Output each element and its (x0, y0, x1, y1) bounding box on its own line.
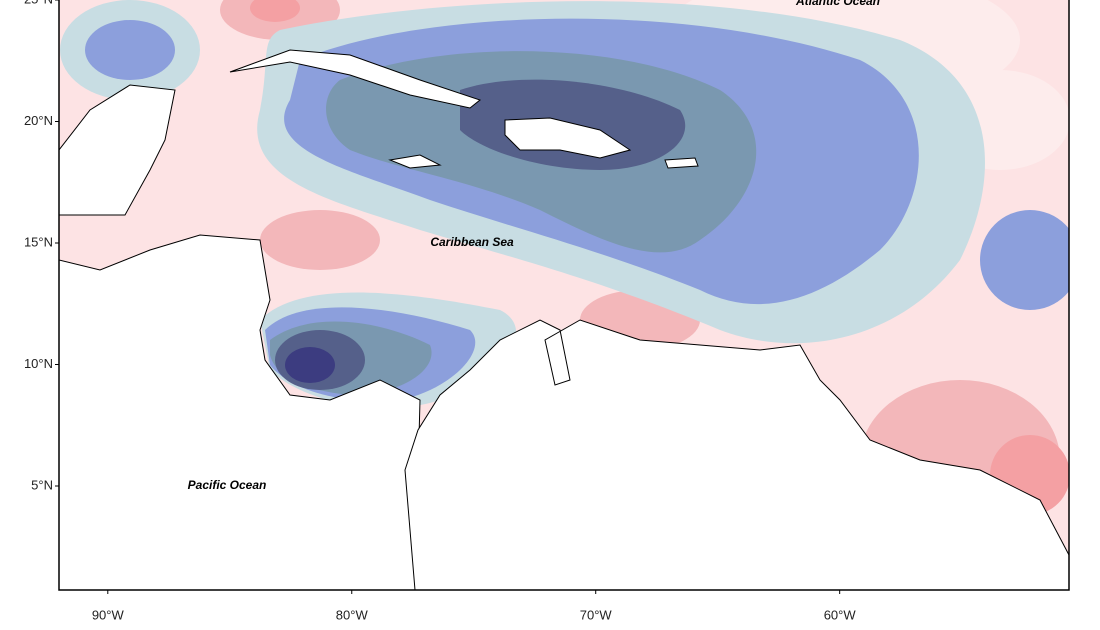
lat-tick-label: 5°N (31, 477, 53, 492)
lon-tick-label: 70°W (580, 607, 613, 622)
lat-tick-label: 15°N (24, 234, 53, 249)
ocean-label: Atlantic Ocean (795, 0, 880, 8)
land (59, 49, 1069, 590)
south-america (404, 319, 1069, 590)
hispaniola (504, 117, 632, 159)
sea-label: Caribbean Sea (430, 235, 514, 249)
frame (58, 0, 1070, 591)
lat-tick-label: 10°N (24, 356, 53, 371)
lon-tick-label: 60°W (824, 607, 857, 622)
lon-tick-label: 90°W (92, 607, 125, 622)
jamaica (388, 154, 442, 169)
puerto-rico (664, 157, 699, 169)
ocean-label: Pacific Ocean (188, 478, 267, 492)
lat-tick-label: 20°N (24, 113, 53, 128)
yucatan (59, 84, 176, 216)
lon-tick-label: 80°W (336, 607, 369, 622)
lat-tick-label: 25°N (24, 0, 53, 6)
cuba (229, 49, 482, 109)
